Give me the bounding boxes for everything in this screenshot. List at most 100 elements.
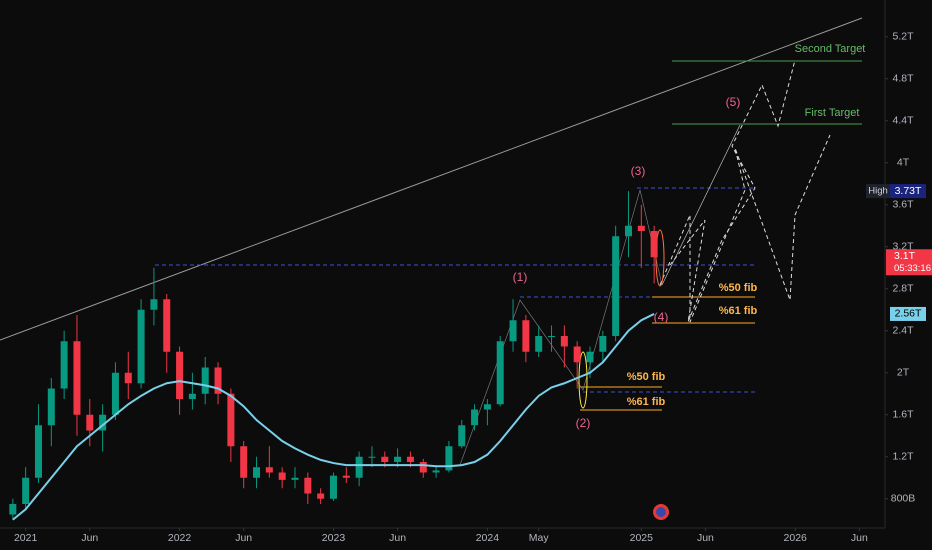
- last-price-box: [886, 249, 932, 276]
- x-tick-label: 2024: [476, 532, 500, 544]
- candle-body: [60, 341, 68, 389]
- candle-body: [163, 299, 171, 352]
- candle-body: [483, 404, 491, 410]
- x-tick-label: 2026: [784, 532, 808, 544]
- wave-label: (2): [576, 416, 591, 430]
- y-tick-label: 4.4T: [892, 115, 914, 127]
- candle-body: [176, 351, 184, 399]
- candle-body: [548, 336, 556, 337]
- target-label: Second Target: [795, 43, 866, 55]
- candle-body: [188, 393, 196, 399]
- high-text: High: [868, 186, 888, 197]
- candle-body: [509, 320, 517, 342]
- candle-body: [637, 225, 645, 231]
- countdown: 05:33:16: [894, 263, 931, 274]
- candle-body: [201, 367, 209, 394]
- highlight: [578, 351, 588, 409]
- fib-label: %61 fib: [719, 305, 758, 317]
- candle-body: [612, 236, 620, 336]
- candle-body: [9, 504, 17, 515]
- candle-body: [535, 336, 543, 352]
- candle-body: [381, 456, 389, 462]
- candle-body: [586, 351, 594, 363]
- candle-body: [22, 477, 30, 504]
- y-tick-label: 4T: [897, 157, 910, 169]
- drawings: [0, 17, 863, 520]
- candle-body: [111, 372, 119, 415]
- ma-price-box: [890, 306, 926, 321]
- projection: [669, 59, 796, 323]
- fib-label: %50 fib: [719, 282, 758, 294]
- fib-label: %50 fib: [627, 371, 666, 383]
- high-price-box: [890, 184, 926, 199]
- y-tick-label: 1.2T: [892, 451, 914, 463]
- candle-body: [650, 231, 658, 258]
- y-tick-label: 4.8T: [892, 73, 914, 85]
- x-tick-label: 2021: [14, 532, 38, 544]
- candle-body: [355, 456, 363, 478]
- wave-label: (1): [513, 270, 528, 284]
- x-tick-label: Jun: [235, 532, 252, 544]
- y-tick-label: 1.6T: [892, 409, 914, 421]
- candle-body: [291, 477, 299, 480]
- y-tick-label: 2.8T: [892, 283, 914, 295]
- candle-body: [227, 393, 235, 447]
- flag-icon: [656, 507, 666, 517]
- high-price: 3.73T: [895, 185, 922, 197]
- candle-body: [304, 477, 312, 494]
- x-tick-label: Jun: [81, 532, 98, 544]
- x-tick-label: May: [529, 532, 550, 544]
- x-tick-label: Jun: [389, 532, 406, 544]
- candle-body: [99, 414, 107, 431]
- candle-body: [253, 467, 261, 478]
- candle-body: [137, 309, 145, 384]
- candle-body: [47, 388, 55, 426]
- target-label: First Target: [805, 107, 860, 119]
- wave-label: (3): [631, 164, 646, 178]
- y-tick-label: 2T: [897, 367, 910, 379]
- candle-body: [124, 372, 132, 384]
- y-tick-label: 5.2T: [892, 31, 914, 43]
- candle-body: [560, 336, 568, 347]
- candle-body: [471, 409, 479, 426]
- candle-body: [432, 470, 440, 473]
- y-tick-label: 3.6T: [892, 199, 914, 211]
- candle-body: [317, 493, 325, 499]
- high-box: [866, 184, 890, 199]
- candle-body: [368, 456, 376, 458]
- candle-body: [73, 341, 81, 415]
- y-tick-label: 800B: [891, 493, 916, 505]
- candle-body: [599, 336, 607, 352]
- candle-body: [214, 367, 222, 394]
- candle-body: [522, 320, 530, 352]
- candle-body: [624, 225, 632, 237]
- candle-body: [496, 341, 504, 405]
- projection: [659, 134, 831, 323]
- wave-label: (4): [654, 310, 669, 324]
- x-tick-label: 2023: [322, 532, 346, 544]
- wave-label: (5): [726, 95, 741, 109]
- candle-body: [265, 467, 273, 473]
- candle-body: [406, 456, 414, 462]
- x-tick-label: 2025: [630, 532, 654, 544]
- candle-body: [86, 414, 94, 431]
- candle-body: [278, 472, 286, 480]
- candle-body: [240, 446, 248, 478]
- x-tick-label: Jun: [697, 532, 714, 544]
- candle-body: [458, 425, 466, 447]
- candle-body: [34, 425, 42, 478]
- candle-body: [394, 456, 402, 462]
- candle-body: [573, 346, 581, 363]
- x-tick-label: Jun: [851, 532, 868, 544]
- y-tick-label: 2.4T: [892, 325, 914, 337]
- moving-average: [12, 313, 655, 521]
- candle-body: [419, 462, 427, 473]
- x-tick-label: 2022: [168, 532, 192, 544]
- ma-price: 2.56T: [895, 308, 922, 320]
- fib-label: %61 fib: [627, 396, 666, 408]
- last-price: 3.1T: [894, 250, 916, 262]
- candle-body: [329, 475, 337, 499]
